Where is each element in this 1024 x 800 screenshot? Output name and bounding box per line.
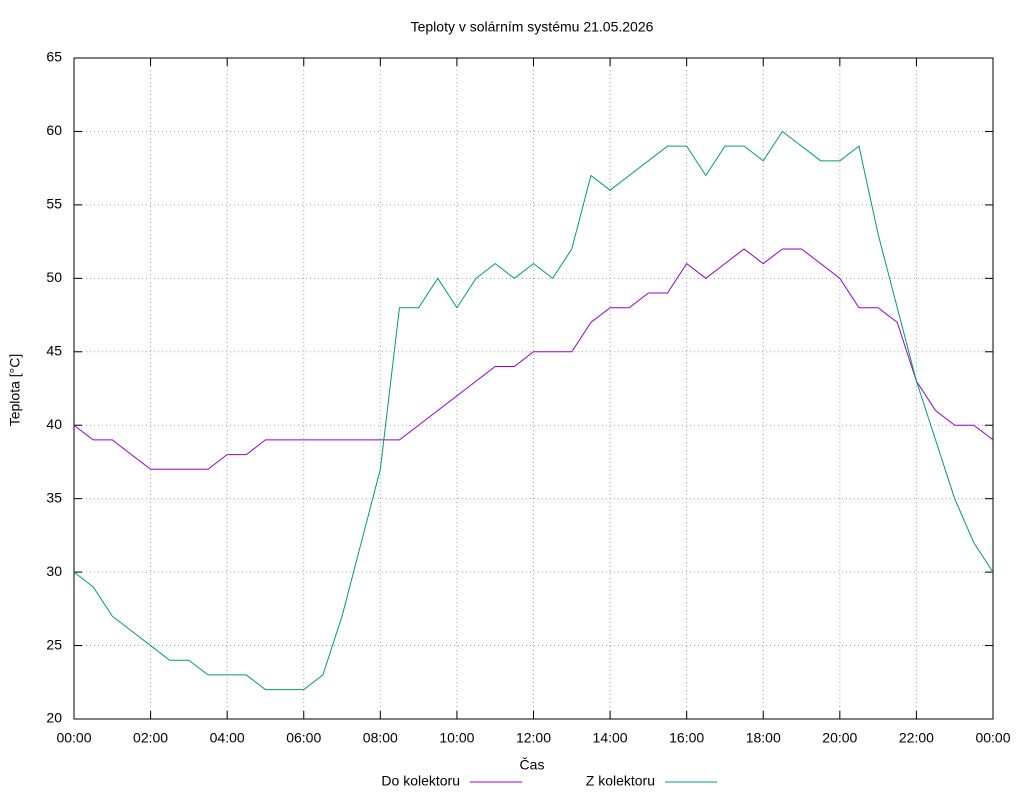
y-tick-label: 35 <box>46 489 62 505</box>
y-tick-label: 40 <box>46 416 62 432</box>
data-line <box>73 130 994 691</box>
x-tick-label: 04:00 <box>210 730 245 746</box>
x-axis-label: Čas <box>520 757 545 773</box>
x-tick-label: 16:00 <box>669 730 704 746</box>
y-tick-label: 65 <box>46 49 62 65</box>
y-tick-label: 30 <box>46 563 62 579</box>
y-tick-label: 25 <box>46 636 62 652</box>
chart-title: Teploty v solárním systému 21.05.2026 <box>411 19 654 35</box>
x-tick-label: 14:00 <box>593 730 628 746</box>
y-tick-label: 60 <box>46 122 62 138</box>
plot-frame <box>73 57 994 720</box>
x-tick-label: 22:00 <box>899 730 934 746</box>
x-tick-label: 12:00 <box>516 730 551 746</box>
x-tick-label: 00:00 <box>56 730 91 746</box>
legend-label: Do kolektoru <box>381 773 460 789</box>
x-tick-label: 18:00 <box>746 730 781 746</box>
x-tick-label: 06:00 <box>286 730 321 746</box>
legend-label: Z kolektoru <box>586 773 655 789</box>
x-tick-label: 08:00 <box>363 730 398 746</box>
y-axis-label: Teplota [°C] <box>7 354 23 427</box>
x-tick-label: 00:00 <box>975 730 1010 746</box>
x-tick-label: 02:00 <box>133 730 168 746</box>
y-tick-label: 55 <box>46 196 62 212</box>
y-tick-label: 45 <box>46 342 62 358</box>
y-tick-label: 50 <box>46 269 62 285</box>
x-tick-label: 20:00 <box>822 730 857 746</box>
data-line <box>73 248 994 470</box>
x-tick-label: 10:00 <box>439 730 474 746</box>
y-tick-label: 20 <box>46 710 62 726</box>
